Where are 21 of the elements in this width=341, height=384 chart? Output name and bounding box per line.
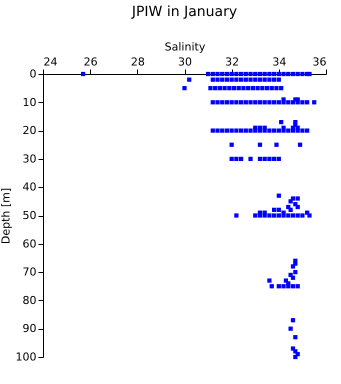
chart-title: JPIW in January xyxy=(130,4,238,20)
x-tick-label: 30 xyxy=(178,56,192,68)
x-tick-label: 32 xyxy=(225,56,240,68)
x-tick-label: 26 xyxy=(84,56,98,68)
y-tick-label: 40 xyxy=(22,180,36,194)
y-tick-label: 90 xyxy=(22,322,36,336)
y-tick-label: 10 xyxy=(22,96,36,109)
y-tick-label: 70 xyxy=(22,266,36,279)
y-tick-label: 60 xyxy=(22,237,36,250)
x-tick-label: 34 xyxy=(272,56,286,68)
x-axis-title: Salinity xyxy=(164,40,206,54)
y-tick-label: 80 xyxy=(22,294,36,307)
y-tick-label: 30 xyxy=(22,152,36,166)
y-tick-label: 20 xyxy=(22,124,36,138)
x-tick-label: 36 xyxy=(312,56,326,68)
y-tick-label: 0 xyxy=(30,68,36,80)
y-tick-label: 100 xyxy=(16,350,36,364)
x-tick-label: 24 xyxy=(44,56,58,68)
y-axis-title: Depth [m] xyxy=(0,188,13,244)
y-tick-label: 50 xyxy=(22,209,36,222)
x-tick-label: 28 xyxy=(130,56,145,68)
